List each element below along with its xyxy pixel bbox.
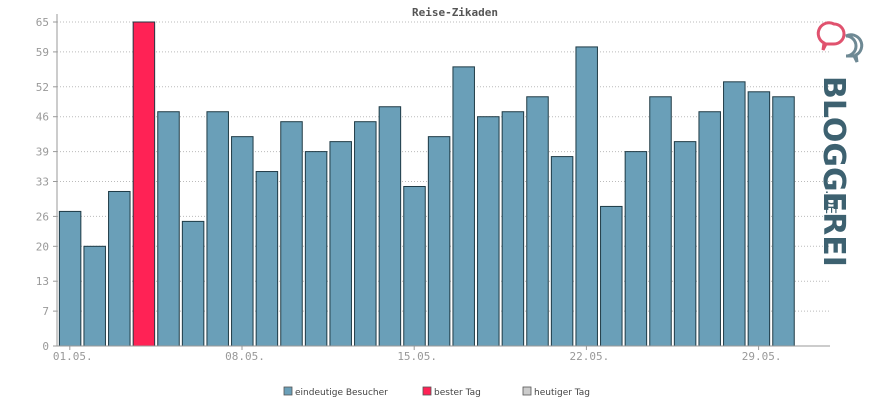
bar xyxy=(526,96,549,347)
bar xyxy=(452,66,475,347)
bar xyxy=(206,111,229,347)
bar xyxy=(378,106,402,347)
y-tick-label: 0 xyxy=(42,340,49,353)
speech-bubbles-icon xyxy=(816,21,864,63)
bar xyxy=(723,81,746,347)
legend-label: bester Tag xyxy=(434,388,481,398)
bar xyxy=(550,156,574,347)
bar xyxy=(181,220,205,347)
logo-domain-suffix: .DE xyxy=(822,190,838,214)
legend-label: heutiger Tag xyxy=(534,388,590,398)
bar xyxy=(83,245,106,347)
bar xyxy=(157,111,180,347)
bar xyxy=(477,116,500,347)
bar xyxy=(600,205,623,347)
bar xyxy=(575,46,598,347)
bar xyxy=(772,96,795,347)
x-tick-label: 01.05. xyxy=(53,350,93,363)
bar xyxy=(354,121,377,347)
x-tick-label: 29.05. xyxy=(742,350,782,363)
x-tick-label: 22.05. xyxy=(570,350,610,363)
bar xyxy=(132,21,156,347)
bar xyxy=(58,210,82,347)
bar xyxy=(649,96,672,347)
logo-wordmark: BLOGGEREI xyxy=(816,76,851,267)
y-axis-ticks: 0 7 13 20 26 33 39 46 52 59 65 xyxy=(36,16,57,353)
bar xyxy=(673,141,697,347)
y-tick-label: 52 xyxy=(36,81,49,94)
legend-label: eindeutige Besucher xyxy=(295,388,388,398)
bar xyxy=(747,91,771,347)
y-tick-label: 13 xyxy=(36,275,49,288)
bar xyxy=(304,151,328,347)
bar xyxy=(255,171,279,347)
bar xyxy=(403,185,426,347)
y-tick-label: 20 xyxy=(36,240,49,253)
x-tick-label: 08.05. xyxy=(225,350,265,363)
bar xyxy=(108,190,131,347)
bar xyxy=(231,136,254,347)
legend: eindeutige Besucher bester Tag heutiger Ta… xyxy=(283,386,590,398)
y-tick-label: 65 xyxy=(36,16,49,29)
y-tick-label: 39 xyxy=(36,146,49,159)
bar xyxy=(329,141,352,347)
legend-swatch xyxy=(422,386,432,396)
bloggerei-logo: BLOGGEREI .DE xyxy=(816,21,864,267)
bar-group xyxy=(58,21,795,347)
bar xyxy=(280,121,303,347)
axes xyxy=(56,14,830,347)
x-tick-label: 15.05. xyxy=(397,350,437,363)
y-tick-label: 33 xyxy=(36,176,49,189)
x-axis-ticks: 01.05. 08.05. 15.05. 22.05. 29.05. xyxy=(53,346,782,363)
legend-swatch xyxy=(283,386,293,396)
legend-swatch xyxy=(522,386,532,396)
bar xyxy=(624,151,648,347)
y-tick-label: 26 xyxy=(36,210,49,223)
y-tick-label: 59 xyxy=(36,46,49,59)
bar xyxy=(698,111,721,347)
bar xyxy=(427,136,451,347)
y-tick-label: 46 xyxy=(36,111,49,124)
bar xyxy=(501,111,525,347)
y-tick-label: 7 xyxy=(42,305,49,318)
chart-title: Reise-Zikaden xyxy=(412,6,498,19)
